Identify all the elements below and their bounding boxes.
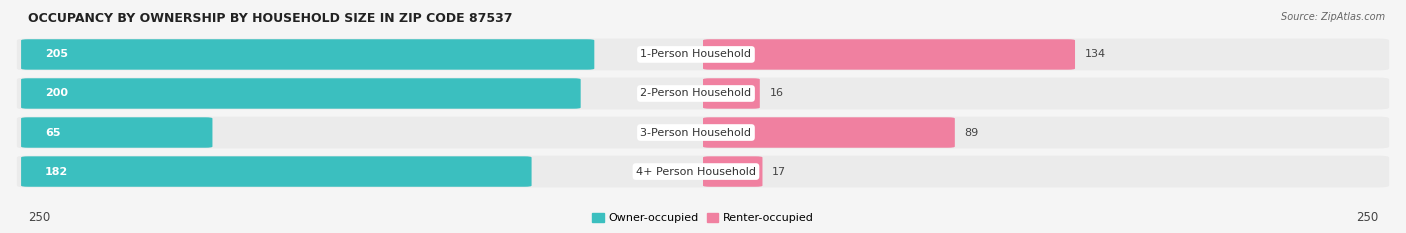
FancyBboxPatch shape [17, 38, 1389, 70]
Text: Source: ZipAtlas.com: Source: ZipAtlas.com [1281, 12, 1385, 22]
Text: 250: 250 [28, 211, 51, 224]
Legend: Owner-occupied, Renter-occupied: Owner-occupied, Renter-occupied [588, 208, 818, 227]
FancyBboxPatch shape [21, 117, 212, 148]
Text: 3-Person Household: 3-Person Household [641, 127, 751, 137]
Text: 200: 200 [45, 89, 67, 99]
Text: OCCUPANCY BY OWNERSHIP BY HOUSEHOLD SIZE IN ZIP CODE 87537: OCCUPANCY BY OWNERSHIP BY HOUSEHOLD SIZE… [28, 12, 513, 25]
Text: 250: 250 [1355, 211, 1378, 224]
FancyBboxPatch shape [703, 117, 955, 148]
Text: 2-Person Household: 2-Person Household [640, 89, 752, 99]
Text: 205: 205 [45, 49, 67, 59]
FancyBboxPatch shape [17, 156, 1389, 188]
Text: 4+ Person Household: 4+ Person Household [636, 167, 756, 177]
FancyBboxPatch shape [703, 78, 759, 109]
FancyBboxPatch shape [17, 116, 1389, 148]
Text: 17: 17 [772, 167, 786, 177]
Text: 16: 16 [769, 89, 783, 99]
FancyBboxPatch shape [17, 78, 1389, 110]
FancyBboxPatch shape [21, 78, 581, 109]
Text: 134: 134 [1085, 49, 1107, 59]
Text: 89: 89 [965, 127, 979, 137]
FancyBboxPatch shape [21, 39, 595, 70]
FancyBboxPatch shape [21, 156, 531, 187]
FancyBboxPatch shape [703, 39, 1076, 70]
FancyBboxPatch shape [703, 156, 762, 187]
Text: 182: 182 [45, 167, 69, 177]
Text: 65: 65 [45, 127, 60, 137]
Text: 1-Person Household: 1-Person Household [641, 49, 751, 59]
